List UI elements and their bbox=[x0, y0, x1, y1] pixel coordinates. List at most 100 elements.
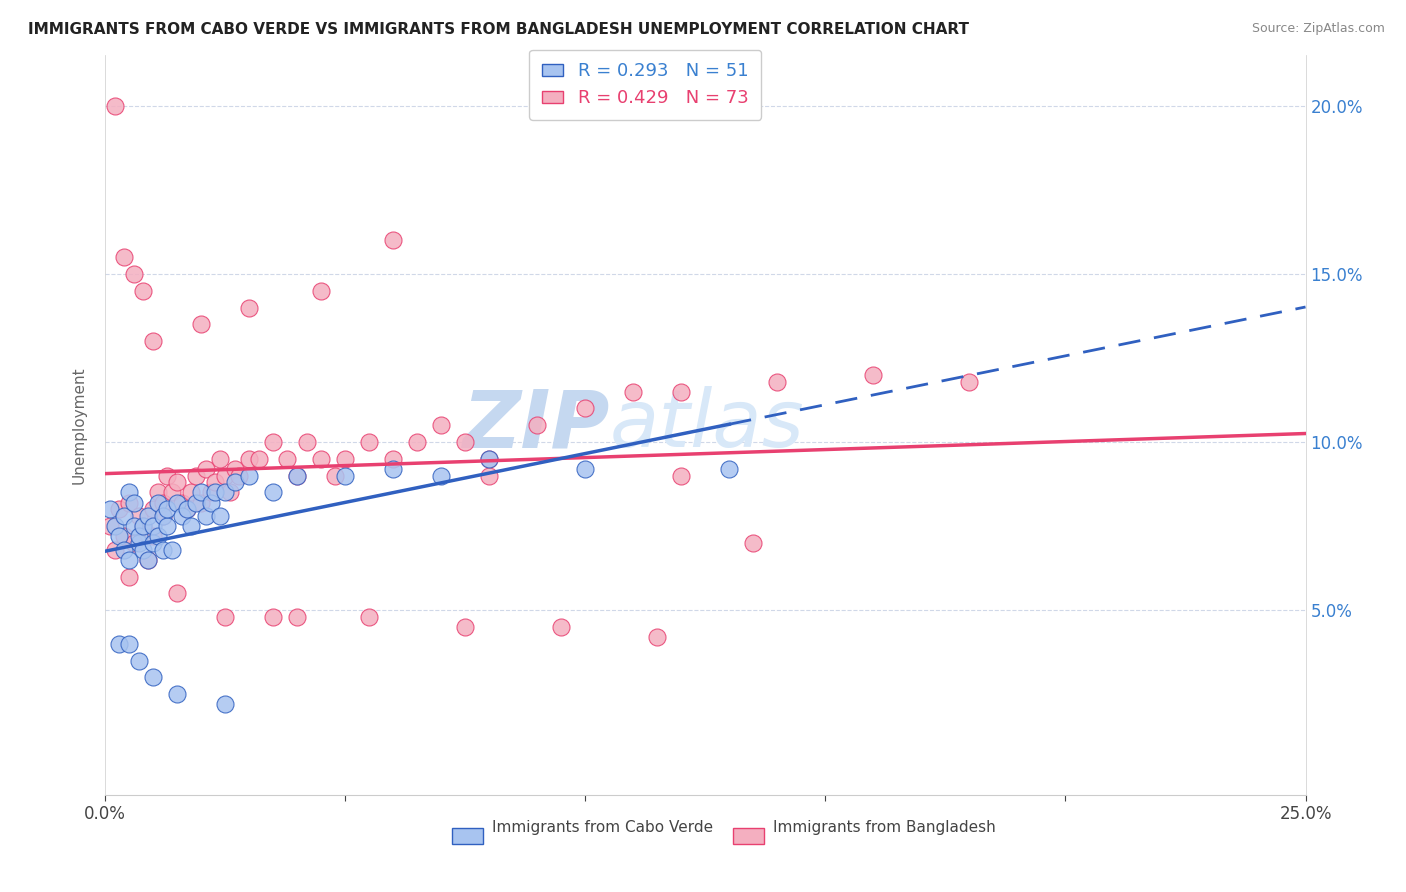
Point bbox=[112, 542, 135, 557]
Point bbox=[132, 519, 155, 533]
Point bbox=[166, 687, 188, 701]
Point bbox=[166, 475, 188, 490]
Point bbox=[176, 502, 198, 516]
Point bbox=[228, 468, 250, 483]
Point bbox=[382, 233, 405, 247]
Point bbox=[309, 284, 332, 298]
Point bbox=[359, 435, 381, 450]
Point bbox=[104, 542, 127, 557]
Point bbox=[574, 462, 596, 476]
Point bbox=[766, 375, 789, 389]
Point bbox=[238, 468, 260, 483]
Point bbox=[98, 519, 121, 533]
Point bbox=[190, 485, 212, 500]
Point bbox=[156, 519, 179, 533]
Point bbox=[333, 468, 356, 483]
Point bbox=[430, 468, 453, 483]
Text: ZIP: ZIP bbox=[461, 386, 609, 464]
Point bbox=[194, 462, 217, 476]
Point bbox=[454, 620, 477, 634]
Point bbox=[550, 620, 572, 634]
Point bbox=[152, 508, 174, 523]
Point bbox=[224, 462, 246, 476]
Point bbox=[204, 475, 226, 490]
Point bbox=[108, 529, 131, 543]
Point bbox=[160, 542, 183, 557]
Point bbox=[295, 435, 318, 450]
Point bbox=[128, 529, 150, 543]
Point bbox=[325, 468, 347, 483]
Point bbox=[214, 485, 236, 500]
Point bbox=[152, 495, 174, 509]
Point bbox=[122, 495, 145, 509]
Point bbox=[132, 519, 155, 533]
Point bbox=[118, 552, 141, 566]
Point bbox=[218, 485, 240, 500]
Point bbox=[742, 536, 765, 550]
Point bbox=[118, 495, 141, 509]
Point bbox=[285, 468, 308, 483]
Point bbox=[166, 586, 188, 600]
Point bbox=[112, 529, 135, 543]
Point bbox=[478, 451, 501, 466]
Point bbox=[204, 485, 226, 500]
Point bbox=[132, 542, 155, 557]
Point bbox=[108, 502, 131, 516]
Point bbox=[194, 508, 217, 523]
Point bbox=[136, 552, 159, 566]
Point bbox=[118, 485, 141, 500]
Point bbox=[406, 435, 429, 450]
Point bbox=[108, 637, 131, 651]
Point bbox=[128, 508, 150, 523]
Point bbox=[285, 468, 308, 483]
Point bbox=[98, 502, 121, 516]
Point bbox=[104, 519, 127, 533]
Point bbox=[621, 384, 644, 399]
Point bbox=[209, 508, 232, 523]
Point bbox=[156, 468, 179, 483]
Text: Immigrants from Bangladesh: Immigrants from Bangladesh bbox=[773, 820, 995, 835]
Point bbox=[200, 495, 222, 509]
Point bbox=[382, 451, 405, 466]
Point bbox=[214, 698, 236, 712]
Point bbox=[146, 485, 169, 500]
Point bbox=[128, 654, 150, 668]
Point bbox=[214, 610, 236, 624]
Point bbox=[190, 318, 212, 332]
Point bbox=[142, 536, 165, 550]
Point bbox=[957, 375, 980, 389]
Point bbox=[160, 485, 183, 500]
Point bbox=[136, 508, 159, 523]
Point bbox=[142, 529, 165, 543]
Point bbox=[122, 536, 145, 550]
Point bbox=[156, 502, 179, 516]
Point bbox=[190, 495, 212, 509]
Point bbox=[132, 284, 155, 298]
Point bbox=[170, 495, 193, 509]
Point bbox=[180, 485, 202, 500]
Point bbox=[247, 451, 270, 466]
Point bbox=[142, 670, 165, 684]
Point bbox=[526, 418, 548, 433]
Point bbox=[104, 99, 127, 113]
Point bbox=[645, 630, 668, 644]
Point bbox=[200, 485, 222, 500]
Point bbox=[309, 451, 332, 466]
Text: atlas: atlas bbox=[609, 386, 804, 464]
Point bbox=[285, 610, 308, 624]
Point bbox=[142, 334, 165, 348]
Text: Immigrants from Cabo Verde: Immigrants from Cabo Verde bbox=[492, 820, 713, 835]
Point bbox=[186, 495, 208, 509]
Y-axis label: Unemployment: Unemployment bbox=[72, 367, 86, 484]
Point bbox=[262, 435, 284, 450]
Point bbox=[146, 495, 169, 509]
Point bbox=[142, 502, 165, 516]
Point bbox=[382, 462, 405, 476]
Point bbox=[224, 475, 246, 490]
Point bbox=[671, 384, 693, 399]
Point bbox=[262, 485, 284, 500]
Point bbox=[862, 368, 884, 382]
Point bbox=[209, 451, 232, 466]
Point bbox=[454, 435, 477, 450]
Legend: R = 0.293   N = 51, R = 0.429   N = 73: R = 0.293 N = 51, R = 0.429 N = 73 bbox=[529, 50, 761, 120]
